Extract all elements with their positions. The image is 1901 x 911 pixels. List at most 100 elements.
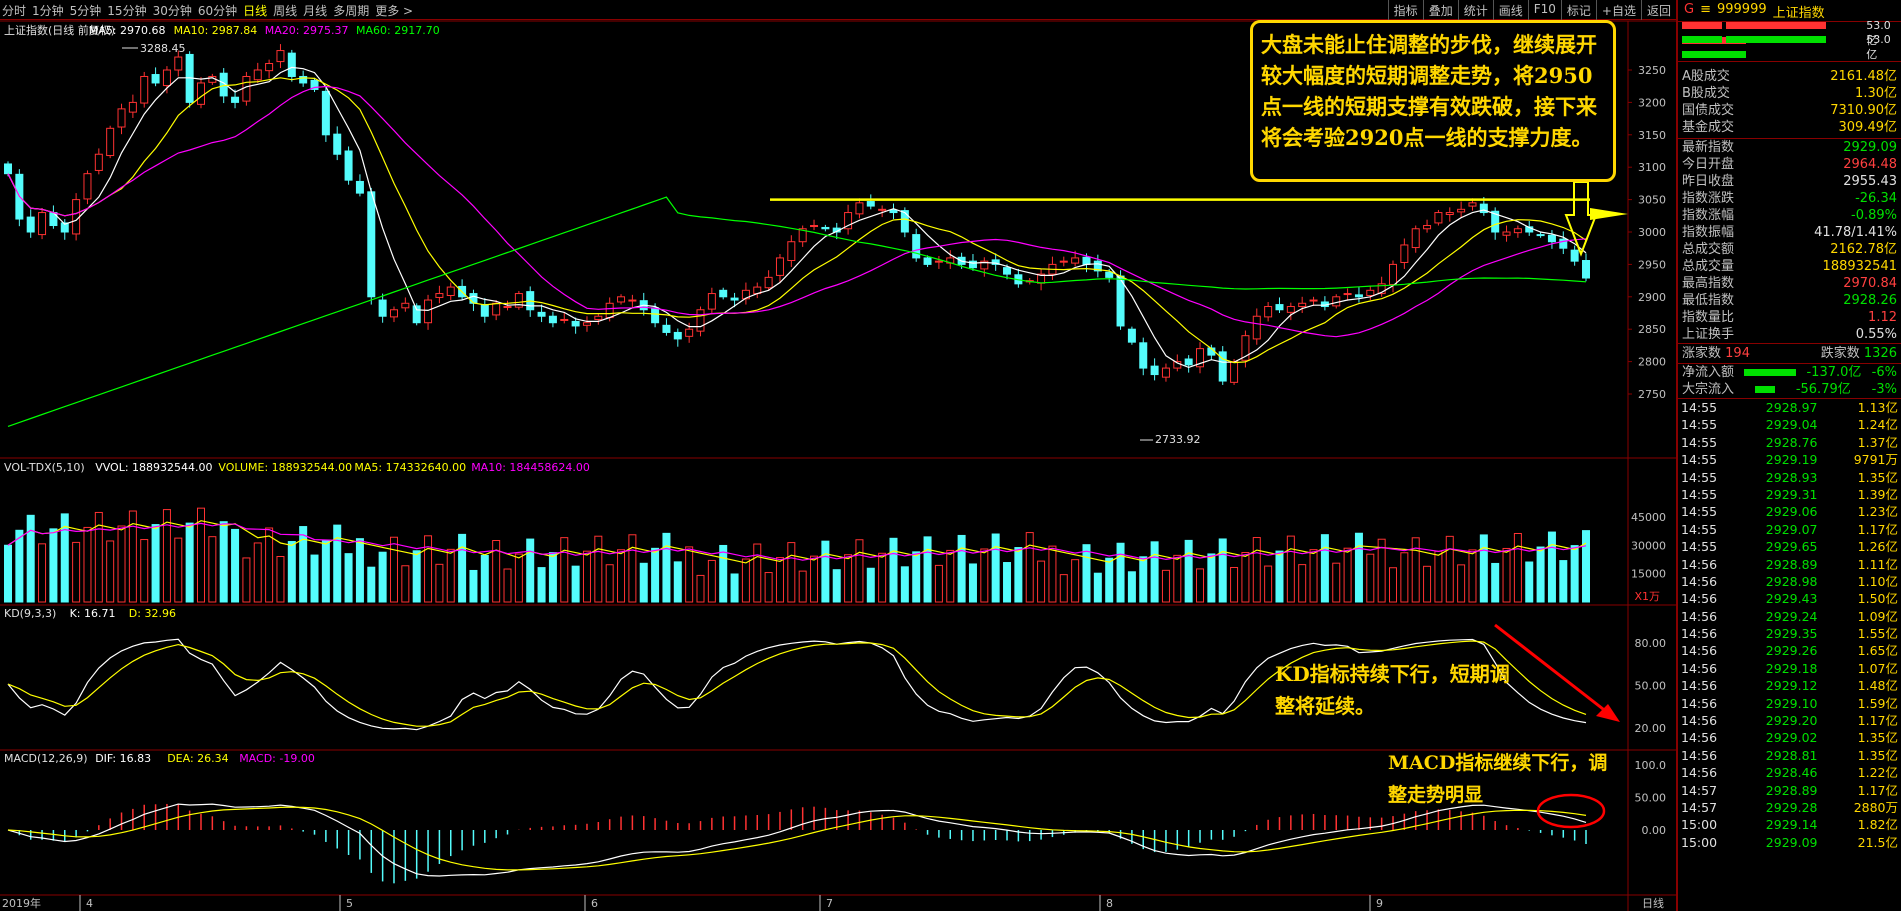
tick-row: 14:56 2929.18 1.07亿 bbox=[1678, 660, 1901, 677]
menu-icon[interactable]: ≡ bbox=[1700, 2, 1711, 17]
volume-bar bbox=[1320, 534, 1329, 603]
volume-bar bbox=[208, 536, 217, 603]
tick-volume: 1.55亿 bbox=[1857, 626, 1898, 642]
candle-body bbox=[231, 96, 240, 103]
tick-volume: 1.50亿 bbox=[1857, 591, 1898, 607]
index-code: 999999 bbox=[1716, 2, 1767, 17]
tool-button-6[interactable]: +自选 bbox=[1595, 0, 1641, 20]
stat-row-0-value: 2929.09 bbox=[1843, 140, 1897, 155]
ma60-line bbox=[7, 196, 1587, 427]
volume-bar bbox=[844, 554, 853, 603]
kd-trend-arrow bbox=[1494, 623, 1613, 718]
candle-body bbox=[378, 299, 387, 317]
volume-bar bbox=[707, 559, 716, 603]
tick-time: 14:56 bbox=[1681, 730, 1718, 746]
volume-bar bbox=[140, 539, 149, 603]
candle-body bbox=[1298, 302, 1307, 308]
candle-body bbox=[355, 180, 364, 194]
stat-row-5-label: 指数振幅 bbox=[1682, 225, 1735, 240]
tick-time: 14:55 bbox=[1681, 452, 1718, 468]
tick-price: 2929.65 bbox=[1765, 539, 1818, 555]
date-label-5: 8 bbox=[1106, 897, 1113, 910]
tick-row: 14:56 2928.46 1.22亿 bbox=[1678, 764, 1901, 781]
tick-row: 14:56 2928.89 1.11亿 bbox=[1678, 556, 1901, 573]
volume-bar bbox=[1230, 566, 1239, 603]
candle-body bbox=[321, 90, 330, 136]
tool-button-5[interactable]: 标记 bbox=[1560, 0, 1596, 20]
tick-time: 14:56 bbox=[1681, 747, 1718, 763]
tick-price: 2928.93 bbox=[1765, 469, 1818, 485]
candle-body bbox=[1570, 249, 1579, 262]
candle-body bbox=[60, 222, 69, 233]
tick-row: 14:55 2929.04 1.24亿 bbox=[1678, 416, 1901, 433]
candle-body bbox=[651, 307, 660, 324]
volume-bar bbox=[957, 534, 966, 603]
period-tab-6[interactable]: 日线 bbox=[243, 4, 268, 18]
candle-body bbox=[424, 299, 433, 324]
kline-chart[interactable]: 上证指数(日线 前复权)MA5: 2970.68 MA10: 2987.84 MA2… bbox=[0, 0, 1676, 911]
tool-button-2[interactable]: 统计 bbox=[1457, 0, 1493, 20]
stat-row-10-label: 指数量比 bbox=[1682, 310, 1735, 325]
period-tab-1[interactable]: 1分钟 bbox=[32, 4, 64, 18]
period-tab-8[interactable]: 月线 bbox=[303, 4, 328, 18]
quote-panel: G ≡ 999999 上证指数 53.0亿 53.0亿 A股成交 2161.48亿… bbox=[1676, 0, 1901, 911]
tick-time: 14:57 bbox=[1681, 782, 1718, 798]
tick-volume: 1.59亿 bbox=[1857, 695, 1898, 711]
tool-button-4[interactable]: F10 bbox=[1527, 0, 1561, 20]
candle-body bbox=[934, 260, 943, 263]
period-tab-7[interactable]: 周线 bbox=[273, 4, 298, 18]
volume-bar bbox=[1536, 546, 1545, 603]
macd-annotation: MACD指标继续下行，调整走势明显 bbox=[1388, 747, 1616, 811]
flow-value: -137.0亿 bbox=[1806, 365, 1862, 380]
candle-body bbox=[980, 260, 989, 270]
period-tab-10[interactable]: 更多 > bbox=[375, 4, 414, 18]
tool-button-1[interactable]: 叠加 bbox=[1422, 0, 1458, 20]
volume-bar bbox=[1150, 541, 1159, 603]
volume-bar bbox=[38, 543, 47, 603]
period-tab-4[interactable]: 30分钟 bbox=[152, 4, 192, 18]
volume-bar bbox=[196, 507, 205, 603]
price-tick-1: 3200 bbox=[1638, 96, 1666, 109]
volume-bar bbox=[265, 527, 274, 603]
volume-bar bbox=[4, 544, 12, 603]
tick-row: 14:55 2929.19 9791万 bbox=[1678, 451, 1901, 468]
tick-price: 2928.81 bbox=[1765, 747, 1818, 763]
candle-body bbox=[367, 191, 376, 298]
tool-button-7[interactable]: 返回 bbox=[1640, 0, 1676, 20]
tool-button-0[interactable]: 指标 bbox=[1387, 0, 1423, 20]
tick-time: 14:55 bbox=[1681, 504, 1718, 520]
volume-bar bbox=[424, 535, 433, 603]
tick-row: 14:55 2928.93 1.35亿 bbox=[1678, 469, 1901, 486]
tick-time: 14:56 bbox=[1681, 678, 1718, 694]
period-tab-9[interactable]: 多周期 bbox=[333, 4, 370, 18]
main-legend-1: MA5: 2970.68 bbox=[89, 24, 166, 37]
volume-bar bbox=[15, 529, 24, 603]
tick-list[interactable]: 14:55 2928.97 1.13亿 14:55 2929.04 1.24亿 14:55 2… bbox=[1678, 399, 1901, 851]
volume-bar bbox=[174, 537, 183, 603]
volume-bar bbox=[1559, 560, 1568, 603]
volume-bar bbox=[1354, 532, 1363, 603]
volume-bar bbox=[1241, 552, 1250, 603]
tick-volume: 9791万 bbox=[1853, 452, 1898, 468]
group-badge[interactable]: G bbox=[1684, 2, 1695, 17]
candle-body bbox=[1230, 361, 1239, 383]
candle-body bbox=[151, 74, 160, 84]
tick-time: 14:56 bbox=[1681, 695, 1718, 711]
volume-bar bbox=[333, 524, 342, 603]
tick-time: 14:56 bbox=[1681, 765, 1718, 781]
period-tab-2[interactable]: 5分钟 bbox=[69, 4, 102, 18]
volume-bar bbox=[1434, 550, 1443, 603]
kd-d-line bbox=[7, 640, 1587, 727]
volume-bar bbox=[480, 554, 489, 603]
tool-button-3[interactable]: 画线 bbox=[1492, 0, 1528, 20]
stat-row-6-label: 总成交额 bbox=[1682, 242, 1735, 257]
volume-bar bbox=[662, 532, 671, 603]
market-row-2: 国债成交 7310.90亿 bbox=[1678, 102, 1901, 119]
down-arrow-icon bbox=[1564, 181, 1598, 257]
period-tab-5[interactable]: 60分钟 bbox=[197, 4, 238, 18]
period-tab-0[interactable]: 分时 bbox=[2, 4, 27, 18]
candle-body bbox=[1536, 234, 1545, 237]
support-arrow-icon bbox=[1590, 208, 1628, 220]
period-tab-3[interactable]: 15分钟 bbox=[107, 4, 147, 18]
stat-row-0-label: 最新指数 bbox=[1682, 140, 1735, 155]
